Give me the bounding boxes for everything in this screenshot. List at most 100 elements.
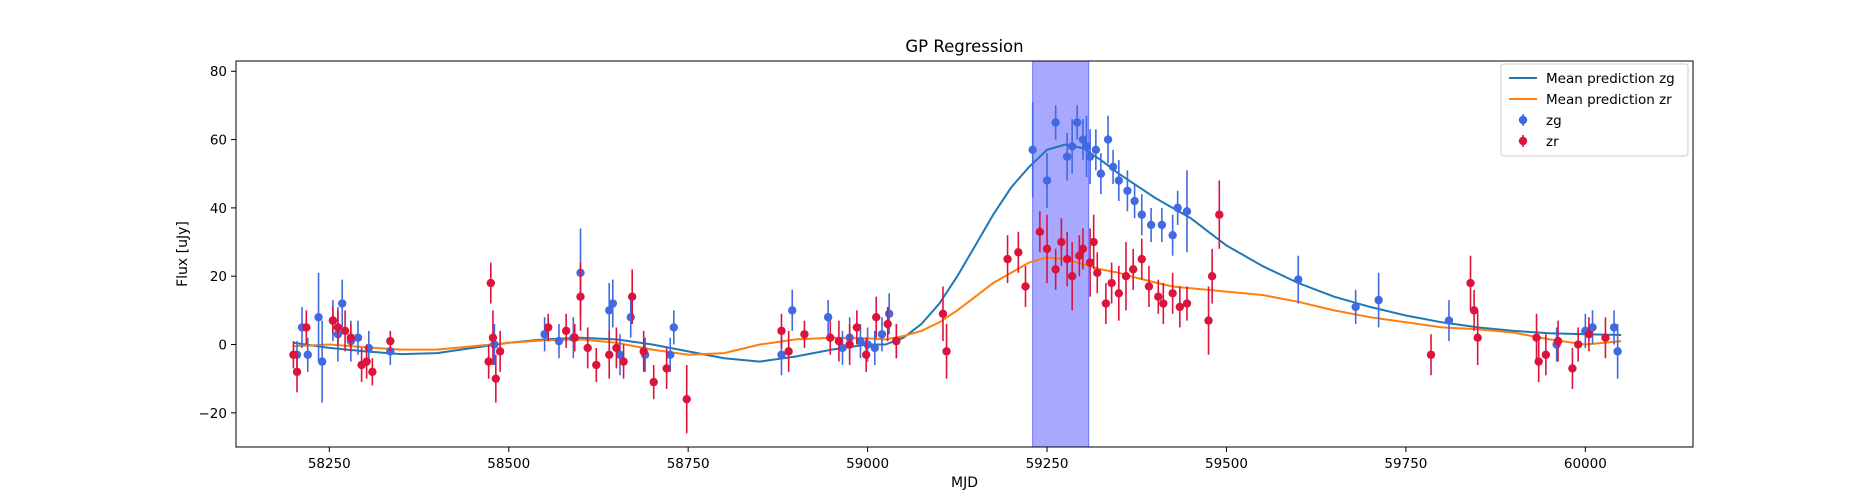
legend-box (1500, 63, 1689, 157)
y-tick-label: 0 (218, 338, 227, 354)
data-point (576, 292, 585, 301)
legend-label: Mean prediction zg (1546, 71, 1675, 87)
data-point (486, 278, 495, 288)
data-point (289, 350, 298, 359)
x-axis-label: MJD (951, 475, 978, 491)
data-point (669, 323, 679, 332)
legend-entry: Mean prediction zg (1509, 71, 1675, 87)
y-axis-label: Flux [uJy] (175, 221, 191, 287)
data-point (649, 377, 658, 387)
data-point (938, 309, 948, 318)
data-point (1168, 231, 1177, 240)
data-point (1021, 282, 1030, 291)
data-point (1146, 220, 1156, 230)
data-point (883, 319, 892, 329)
y-axis-ticks: −20 0 20 40 60 80 (199, 64, 236, 422)
data-point (1182, 299, 1192, 308)
data-point (615, 350, 625, 359)
plot-frame (235, 60, 1694, 448)
data-point (491, 374, 501, 383)
y-tick-label: −20 (199, 406, 228, 422)
data-point (346, 333, 356, 342)
data-point (1121, 272, 1131, 281)
legend-entry: Mean prediction zr (1509, 92, 1672, 108)
data-point (1182, 207, 1192, 216)
legend-label: zr (1546, 134, 1559, 150)
data-point (1173, 203, 1182, 213)
data-point (362, 357, 371, 366)
legend-entry: zr (1518, 134, 1559, 150)
data-point (1123, 186, 1132, 196)
data-point (317, 357, 327, 366)
data-point (583, 343, 592, 353)
data-point (314, 312, 323, 322)
data-point (863, 340, 872, 349)
y-tick-label: 60 (210, 133, 227, 149)
data-point (892, 336, 901, 346)
series-points-zr (289, 180, 1610, 434)
data-point (1057, 237, 1066, 247)
data-point (1534, 357, 1543, 366)
data-point (612, 343, 621, 353)
data-point (338, 299, 347, 308)
data-point (639, 347, 648, 356)
data-point (1157, 220, 1167, 230)
data-point (1042, 176, 1052, 185)
data-point (800, 330, 809, 339)
data-point (605, 306, 614, 315)
data-point (1085, 258, 1095, 267)
data-point (1107, 278, 1116, 288)
data-point (340, 326, 350, 336)
data-point (1091, 145, 1101, 155)
data-point (1601, 333, 1610, 342)
data-point (1082, 142, 1091, 151)
data-point (386, 336, 395, 346)
data-point (554, 336, 564, 346)
data-point (328, 316, 338, 325)
data-point (1553, 336, 1563, 346)
data-point (1532, 333, 1541, 342)
data-point (784, 347, 793, 356)
data-point (1473, 333, 1482, 342)
data-point (1130, 196, 1139, 206)
data-point (1207, 272, 1217, 281)
data-point (872, 312, 881, 322)
data-point (777, 350, 786, 359)
data-point (495, 347, 505, 356)
data-point (942, 347, 951, 356)
data-point (1067, 142, 1077, 151)
data-point (870, 343, 879, 353)
data-point (1137, 254, 1146, 264)
data-point (1103, 135, 1113, 144)
data-point (540, 330, 549, 339)
data-point (845, 340, 854, 349)
x-tick-label: 59500 (1205, 456, 1248, 472)
data-point (1078, 244, 1088, 254)
data-point (1089, 237, 1098, 247)
data-point (1042, 244, 1052, 254)
legend-marker-swatch (1518, 115, 1528, 125)
data-point (1128, 265, 1138, 274)
data-point (1144, 282, 1154, 291)
y-tick-label: 20 (210, 269, 227, 285)
data-point (1573, 340, 1583, 349)
data-point (1609, 323, 1619, 332)
data-point (1051, 265, 1060, 274)
data-point (1466, 278, 1475, 288)
legend-marker-swatch (1518, 136, 1528, 146)
legend-entries: Mean prediction zg Mean prediction zr zg zr (1509, 71, 1675, 150)
data-point (1159, 299, 1168, 308)
data-point (1093, 268, 1102, 277)
data-point (488, 333, 498, 342)
data-point (823, 312, 833, 322)
data-point (303, 350, 312, 359)
data-point (777, 326, 786, 336)
data-point (368, 367, 377, 377)
data-point (333, 323, 343, 332)
x-tick-label: 59000 (846, 456, 889, 472)
data-point (1374, 295, 1383, 305)
data-point (1075, 251, 1084, 260)
data-point (666, 350, 675, 359)
data-point (1062, 254, 1072, 264)
data-point (1584, 330, 1594, 339)
